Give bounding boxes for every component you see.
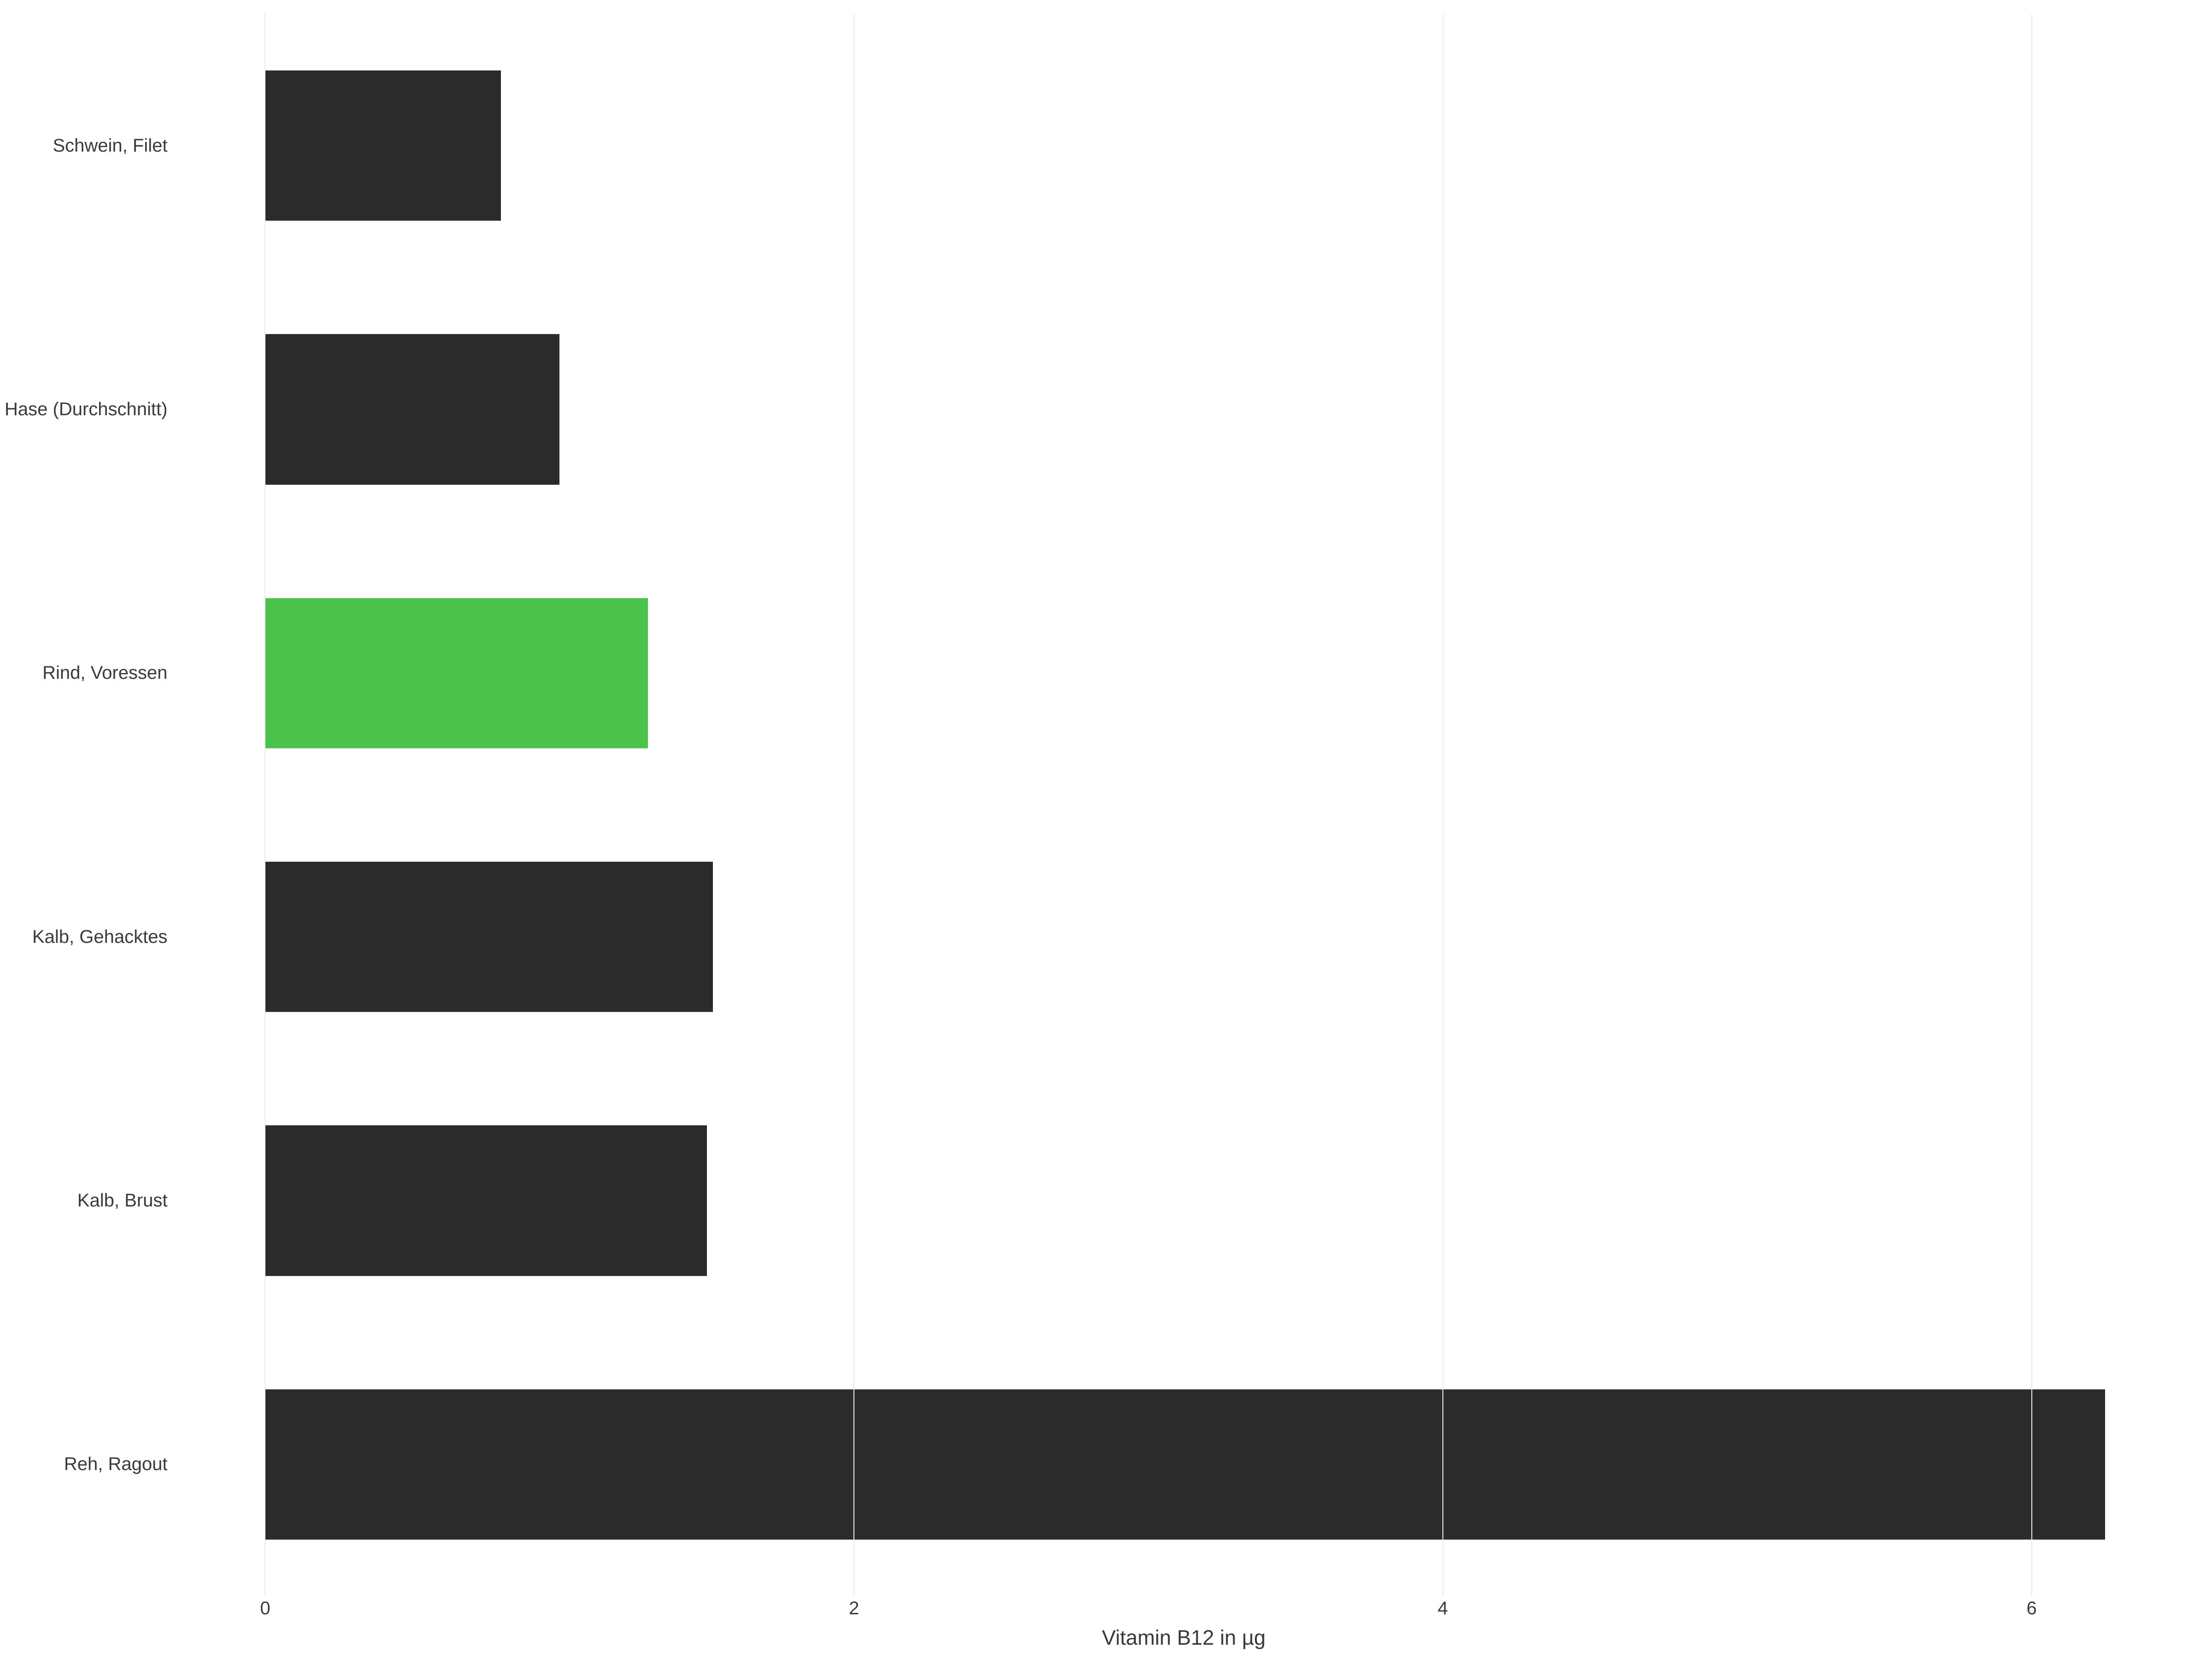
vitamin-b12-chart: Schwein, Filet Hase (Durchschnitt) Rind, V… (0, 0, 2212, 1659)
bar-slot (174, 805, 2194, 1069)
bar-slot (174, 14, 2194, 277)
grid-line (1442, 14, 1443, 1596)
y-axis-label: Schwein, Filet (53, 135, 167, 156)
bar (265, 598, 648, 748)
plot-area (174, 14, 2194, 1596)
x-axis-ticks: 0 2 4 6 (174, 1596, 2194, 1626)
bar-slot (174, 1069, 2194, 1332)
x-axis-tick-label: 4 (1438, 1598, 1448, 1619)
bar (265, 71, 500, 221)
plot-row: Schwein, Filet Hase (Durchschnitt) Rind, V… (5, 14, 2194, 1596)
bar (265, 334, 559, 484)
x-axis-tick-label: 0 (260, 1598, 270, 1619)
grid-line (2031, 14, 2032, 1596)
bars-layer (174, 14, 2194, 1596)
y-axis-label: Kalb, Brust (77, 1190, 168, 1211)
bar-slot (174, 541, 2194, 805)
x-axis-tick-label: 2 (849, 1598, 859, 1619)
y-axis-labels: Schwein, Filet Hase (Durchschnitt) Rind, V… (5, 14, 174, 1596)
grid-line (853, 14, 854, 1596)
y-axis-label: Hase (Durchschnitt) (5, 399, 167, 420)
bar (265, 862, 712, 1012)
y-axis-label: Rind, Voressen (42, 663, 167, 683)
bar (265, 1389, 2105, 1540)
y-axis-label: Reh, Ragout (64, 1454, 168, 1475)
bar-slot (174, 277, 2194, 541)
y-axis-label: Kalb, Gehacktes (32, 927, 168, 947)
bar (265, 1125, 706, 1276)
bar-slot (174, 1333, 2194, 1596)
x-axis-ticks-row: 0 2 4 6 (5, 1596, 2194, 1626)
x-axis-title-row: Vitamin B12 in µg (5, 1626, 2194, 1650)
x-axis-tick-label: 6 (2027, 1598, 2037, 1619)
x-axis-title: Vitamin B12 in µg (174, 1626, 2194, 1650)
